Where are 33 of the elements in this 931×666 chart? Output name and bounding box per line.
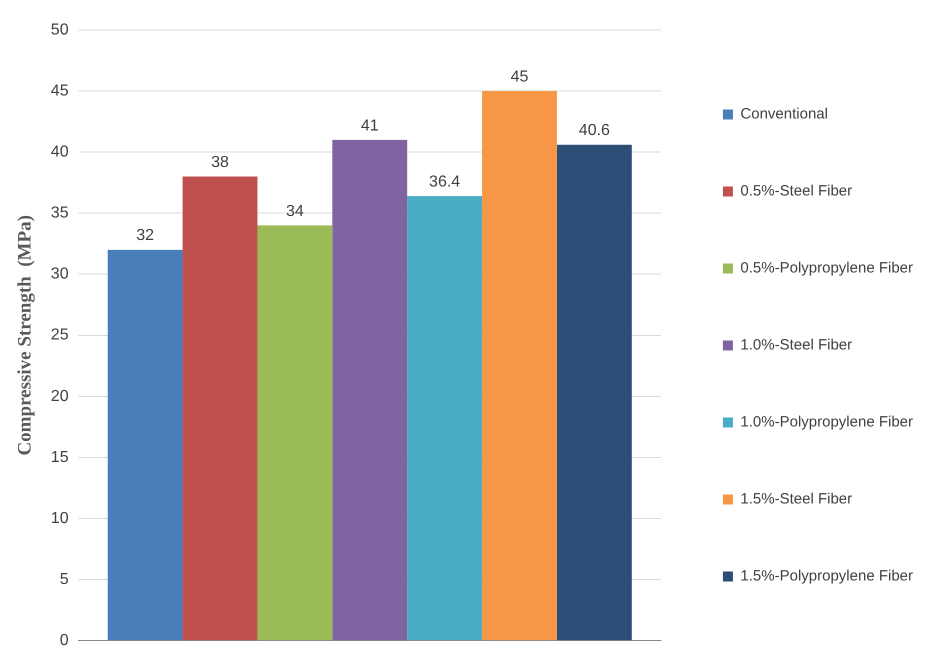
bar [332, 140, 408, 640]
bar [482, 91, 557, 640]
legend-label: 0.5%-Steel Fiber [740, 182, 852, 200]
data-label: 40.6 [578, 122, 610, 140]
y-tick-label: 50 [50, 21, 69, 38]
bar [108, 250, 183, 640]
y-tick-label: 40 [50, 144, 69, 161]
y-tick-label: 10 [50, 510, 69, 527]
legend-label: 0.5%-Polypropylene Fiber [740, 260, 914, 277]
y-tick-label: 30 [50, 266, 69, 283]
bar [182, 176, 258, 640]
bar [257, 225, 332, 640]
data-label: 38 [211, 154, 230, 171]
legend-label: 1.0%-Steel Fiber [740, 336, 852, 354]
legend-label: 1.5%-Polypropylene Fiber [740, 568, 914, 585]
y-tick-label: 15 [50, 448, 69, 466]
y-tick-label: 35 [50, 204, 69, 222]
legend-label: Conventional [740, 106, 828, 123]
bar [407, 196, 482, 640]
y-axis-title: Compressive Strength (MPa) [14, 215, 36, 456]
y-tick-label: 5 [60, 570, 69, 588]
legend-label: 1.0%-Polypropylene Fiber [740, 414, 914, 431]
bar [556, 144, 632, 640]
data-label: 32 [136, 227, 154, 244]
data-label: 41 [360, 117, 379, 134]
legend-label: 1.5%-Steel Fiber [740, 490, 852, 508]
data-label: 45 [510, 68, 528, 86]
y-tick-label: 25 [50, 326, 69, 344]
data-label: 36.4 [429, 173, 460, 190]
y-tick-label: 20 [50, 388, 69, 405]
y-tick-label: 0 [60, 632, 69, 650]
data-label: 34 [286, 202, 304, 220]
y-tick-label: 45 [50, 82, 69, 100]
